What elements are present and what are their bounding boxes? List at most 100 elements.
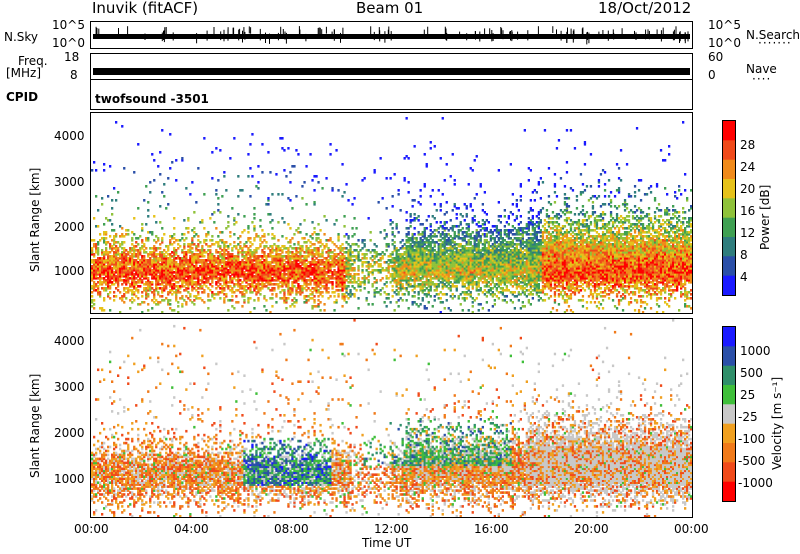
heatmap-cell [433, 285, 436, 288]
heatmap-cell [275, 245, 278, 248]
heatmap-cell [331, 285, 334, 288]
heatmap-cell [255, 185, 258, 188]
nsky-spike [570, 28, 572, 38]
heatmap-cell [443, 249, 446, 252]
heatmap-cell [411, 301, 414, 304]
heatmap-cell [197, 297, 200, 300]
heatmap-cell [211, 293, 214, 296]
heatmap-cell [453, 277, 456, 280]
heatmap-cell [475, 275, 478, 278]
heatmap-cell [139, 271, 142, 274]
heatmap-cell [327, 279, 330, 282]
heatmap-cell [413, 219, 416, 222]
heatmap-cell [181, 305, 184, 308]
heatmap-cell [265, 275, 268, 278]
heatmap-cell [425, 273, 428, 276]
heatmap-cell [299, 255, 302, 258]
heatmap-cell [339, 271, 342, 274]
heatmap-cell [497, 267, 500, 270]
heatmap-cell [439, 281, 442, 284]
heatmap-cell [497, 285, 500, 288]
heatmap-cell [459, 253, 462, 256]
heatmap-cell [173, 255, 176, 258]
nsky-tick-bottom: 10^0 [52, 36, 85, 50]
heatmap-cell [289, 289, 292, 292]
heatmap-cell [229, 289, 232, 292]
heatmap-cell [121, 241, 124, 244]
nsky-spike [445, 28, 447, 41]
heatmap-cell [351, 285, 354, 288]
heatmap-cell [273, 237, 276, 240]
heatmap-cell [161, 289, 164, 292]
heatmap-cell [341, 271, 344, 274]
heatmap-cell [101, 261, 104, 264]
heatmap-cell [335, 289, 338, 292]
heatmap-cell [97, 267, 100, 270]
heatmap-cell [257, 187, 260, 190]
heatmap-cell [415, 243, 418, 246]
nsky-spike [227, 29, 229, 41]
heatmap-cell [409, 219, 412, 222]
heatmap-cell [349, 289, 352, 292]
heatmap-cell [221, 259, 224, 262]
heatmap-cell [457, 243, 460, 246]
nsky-spike [647, 29, 649, 39]
heatmap-cell [173, 283, 176, 286]
heatmap-cell [225, 263, 228, 266]
heatmap-cell [409, 263, 412, 266]
heatmap-cell [411, 279, 414, 282]
heatmap-cell [171, 267, 174, 270]
heatmap-cell [373, 291, 376, 294]
heatmap-cell [315, 237, 318, 240]
heatmap-cell [467, 287, 470, 290]
heatmap-cell [153, 251, 156, 254]
heatmap-cell [103, 169, 106, 172]
heatmap-cell [171, 255, 174, 258]
heatmap-cell [317, 279, 320, 282]
heatmap-cell [471, 281, 474, 284]
heatmap-cell [295, 251, 298, 254]
heatmap-cell [397, 283, 400, 286]
heatmap-cell [485, 259, 488, 262]
heatmap-cell [291, 251, 294, 254]
heatmap-cell [173, 291, 176, 294]
heatmap-cell [439, 203, 442, 206]
heatmap-cell [307, 251, 310, 254]
heatmap-cell [459, 213, 462, 216]
heatmap-cell [459, 271, 462, 274]
heatmap-cell [493, 241, 496, 244]
heatmap-cell [351, 267, 354, 270]
heatmap-cell [211, 273, 214, 276]
heatmap-cell [423, 255, 426, 258]
heatmap-cell [287, 261, 290, 264]
heatmap-cell [301, 273, 304, 276]
heatmap-cell [319, 301, 322, 304]
nsky-label: N.Sky [4, 30, 39, 44]
heatmap-cell [401, 259, 404, 262]
heatmap-cell [451, 253, 454, 256]
heatmap-cell [133, 291, 136, 294]
heatmap-cell [247, 247, 250, 250]
heatmap-cell [421, 257, 424, 260]
heatmap-cell [237, 285, 240, 288]
heatmap-cell [417, 231, 420, 234]
heatmap-cell [249, 273, 252, 276]
heatmap-cell [273, 269, 276, 272]
heatmap-cell [145, 223, 148, 226]
heatmap-cell [305, 283, 308, 286]
heatmap-cell [219, 279, 222, 282]
heatmap-cell [199, 271, 202, 274]
heatmap-cell [177, 285, 180, 288]
heatmap-cell [347, 277, 350, 280]
nsky-spike [321, 29, 323, 38]
heatmap-cell [493, 303, 496, 306]
heatmap-cell [251, 269, 254, 272]
heatmap-cell [413, 259, 416, 262]
heatmap-cell [463, 231, 466, 234]
heatmap-cell [485, 273, 488, 276]
heatmap-cell [263, 273, 266, 276]
heatmap-cell [95, 289, 98, 292]
heatmap-cell [503, 289, 506, 292]
heatmap-cell [341, 305, 344, 308]
heatmap-cell [317, 247, 320, 250]
